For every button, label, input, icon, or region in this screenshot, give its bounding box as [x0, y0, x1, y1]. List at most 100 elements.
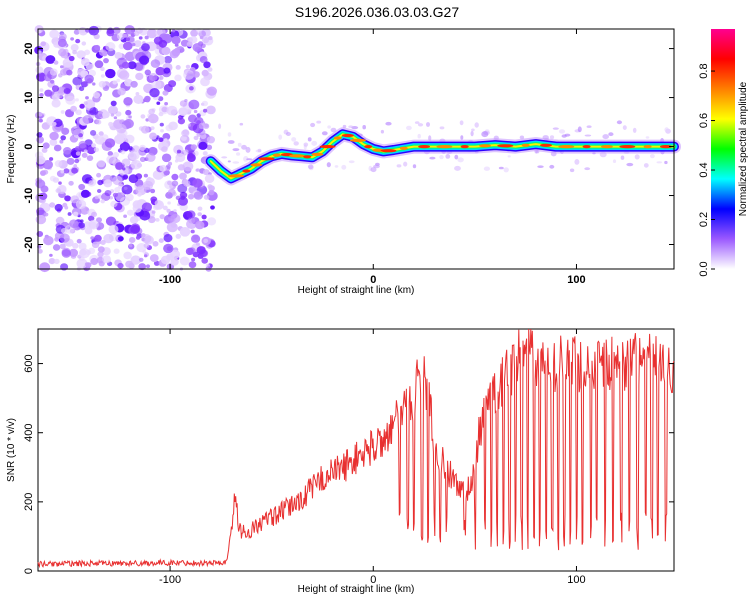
noise-blob [163, 67, 171, 74]
y-tick-label: 0 [23, 143, 35, 149]
noise-blob [471, 128, 475, 132]
noise-blob [39, 93, 44, 97]
noise-blob [78, 200, 83, 205]
noise-blob [104, 138, 116, 148]
noise-blob [162, 90, 169, 96]
noise-blob [149, 88, 160, 98]
noise-blob [507, 155, 511, 158]
noise-blob [120, 149, 126, 155]
noise-blob [49, 29, 60, 39]
noise-blob [206, 105, 216, 115]
noise-blob [278, 134, 283, 140]
noise-blob [218, 123, 222, 130]
signal-hotspot [319, 145, 336, 149]
noise-blob [123, 41, 133, 51]
noise-blob [138, 36, 143, 40]
noise-blob [144, 95, 151, 102]
x-tick-label: -100 [159, 274, 181, 286]
noise-blob [208, 36, 213, 41]
noise-blob [96, 172, 102, 178]
noise-blob [237, 142, 242, 147]
noise-blob [188, 261, 197, 269]
noise-blob [117, 87, 126, 96]
noise-blob [150, 59, 161, 68]
snr-x-label: Height of straight line (km) [298, 584, 415, 595]
noise-blob [103, 233, 114, 244]
noise-blob [151, 79, 162, 90]
signal-hotspot [272, 153, 281, 157]
noise-blob [187, 123, 191, 127]
noise-blob [81, 58, 90, 66]
noise-blob [122, 174, 129, 180]
noise-blob [148, 113, 159, 124]
noise-blob [114, 187, 121, 193]
noise-blob [40, 185, 49, 193]
signal-hotspot [350, 138, 366, 142]
noise-blob [74, 146, 81, 152]
noise-blob [140, 125, 150, 134]
snr-y-axis: 0 200 400 600 [23, 354, 674, 574]
noise-blob [175, 153, 186, 163]
y-tick-label: 20 [23, 42, 35, 54]
noise-blob [429, 156, 436, 160]
colorbar-tick-label: 0.8 [698, 63, 710, 78]
noise-blob [348, 125, 354, 128]
noise-blob [221, 156, 228, 159]
noise-blob [616, 120, 623, 125]
noise-blob [49, 202, 56, 208]
signal-hotspot [258, 157, 275, 161]
noise-blob [81, 41, 87, 46]
noise-blob [146, 264, 150, 269]
noise-blob [161, 106, 168, 113]
noise-blob [179, 172, 187, 180]
noise-blob [195, 242, 200, 246]
noise-blob [76, 258, 88, 269]
noise-blob [193, 191, 204, 200]
noise-blob [193, 109, 198, 114]
signal-hotspot [521, 143, 530, 147]
noise-blob [159, 164, 167, 172]
noise-blob [118, 70, 130, 80]
noise-blob [163, 234, 173, 243]
noise-blob [39, 88, 44, 92]
noise-blob [192, 71, 200, 78]
noise-blob [307, 137, 312, 142]
noise-blob [192, 43, 203, 52]
noise-blob [148, 216, 156, 224]
noise-blob [150, 126, 155, 130]
noise-blob [134, 40, 142, 48]
noise-blob [188, 247, 196, 255]
noise-blob [73, 29, 80, 35]
noise-blob [100, 74, 105, 78]
noise-blob [138, 257, 144, 262]
x-tick-label: 100 [567, 274, 585, 286]
noise-blob [184, 99, 188, 103]
noise-blob [59, 139, 64, 144]
noise-blob [54, 237, 60, 242]
noise-blob [203, 194, 210, 200]
noise-blob [200, 77, 210, 87]
signal-hotspot [479, 144, 491, 148]
noise-blob [159, 122, 164, 127]
noise-blob [79, 103, 85, 109]
noise-blob [186, 210, 196, 219]
noise-blob [664, 127, 669, 132]
noise-blob [481, 131, 489, 138]
noise-blob [122, 33, 128, 38]
noise-blob [108, 121, 114, 127]
noise-blob [40, 41, 46, 47]
noise-blob [128, 263, 135, 269]
noise-blob [417, 123, 424, 127]
noise-blob [236, 152, 241, 156]
noise-blob [38, 118, 43, 123]
noise-blob [78, 222, 85, 229]
noise-blob [58, 73, 63, 78]
noise-blob [204, 174, 215, 184]
signal-hotspot [600, 145, 613, 149]
noise-blob [164, 102, 169, 106]
noise-blob [412, 164, 417, 169]
noise-blob [85, 96, 89, 100]
noise-blob [83, 149, 88, 153]
noise-blob [173, 209, 177, 213]
